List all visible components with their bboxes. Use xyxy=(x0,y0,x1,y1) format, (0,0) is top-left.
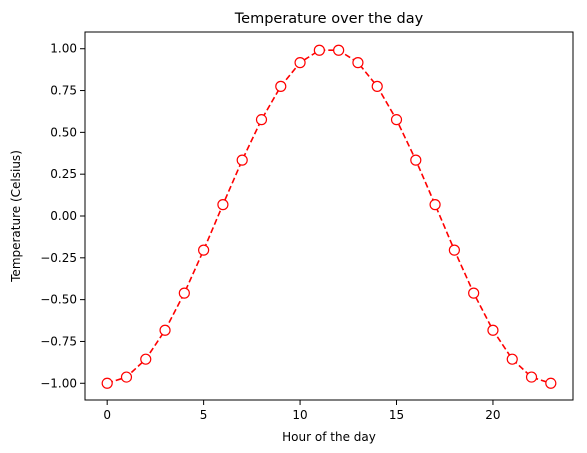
x-tick-label: 15 xyxy=(389,408,404,422)
data-point xyxy=(198,244,210,256)
y-tick-label: −0.75 xyxy=(40,334,77,348)
data-point xyxy=(333,44,345,56)
data-point xyxy=(545,377,557,389)
data-point xyxy=(120,371,133,383)
y-tick-label: −0.25 xyxy=(40,251,77,265)
y-tick-label: 0.50 xyxy=(50,125,77,139)
data-point xyxy=(101,377,113,389)
data-point xyxy=(159,324,171,336)
series-line xyxy=(106,49,552,385)
data-point xyxy=(525,371,538,383)
data-point xyxy=(294,57,306,69)
data-point xyxy=(468,287,480,299)
x-tick-label: 5 xyxy=(200,408,208,422)
data-point xyxy=(410,154,422,166)
y-tick-label: 0.00 xyxy=(50,209,77,223)
y-tick-label: −0.50 xyxy=(40,293,77,307)
data-point xyxy=(371,80,383,92)
x-tick-label: 20 xyxy=(485,408,500,422)
data-point xyxy=(313,44,325,56)
data-point xyxy=(390,114,403,126)
y-tick-label: 1.00 xyxy=(50,42,77,56)
x-tick-label: 0 xyxy=(103,408,111,422)
y-axis-label: Temperature (Celsius) xyxy=(9,150,23,283)
data-point xyxy=(487,324,499,336)
y-tick-label: 0.25 xyxy=(50,167,77,181)
x-axis-label: Hour of the day xyxy=(282,430,376,444)
x-tick-label: 10 xyxy=(292,408,307,422)
y-tick-label: 0.75 xyxy=(50,84,77,98)
plot-area xyxy=(101,44,557,389)
data-point xyxy=(506,353,518,365)
data-point xyxy=(178,287,190,299)
data-point xyxy=(217,199,229,211)
data-point xyxy=(236,154,248,166)
data-point xyxy=(429,199,441,211)
data-point xyxy=(352,57,364,69)
y-tick-label: −1.00 xyxy=(40,376,77,390)
data-point xyxy=(140,353,152,365)
data-point xyxy=(255,114,268,126)
chart-title: Temperature over the day xyxy=(234,11,424,27)
data-point xyxy=(275,80,287,92)
data-point xyxy=(448,244,460,256)
